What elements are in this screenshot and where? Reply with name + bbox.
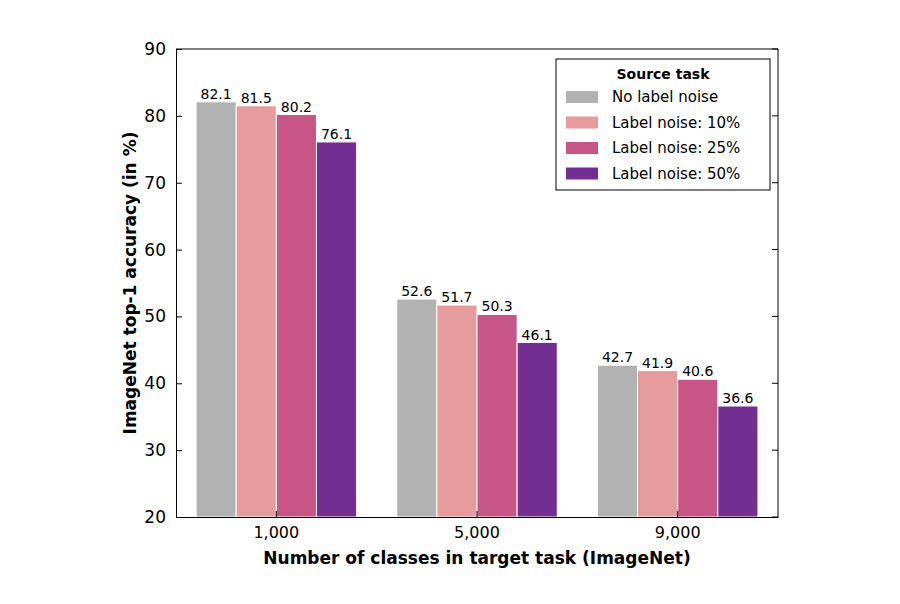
tick-label: 1,000 xyxy=(253,523,299,542)
tick-mark xyxy=(176,316,182,317)
y-axis-title: ImageNet top-1 accuracy (in %) xyxy=(120,132,140,435)
data-label: 76.1 xyxy=(321,126,352,142)
data-label: 50.3 xyxy=(481,298,512,314)
tick: 1,000 xyxy=(253,511,299,542)
legend-swatch xyxy=(566,117,598,129)
tick-mark xyxy=(677,511,678,517)
data-label: 40.6 xyxy=(682,363,713,379)
data-label: 36.6 xyxy=(722,390,753,406)
tick: 9,000 xyxy=(655,511,701,542)
bar xyxy=(638,371,678,517)
tick-mark xyxy=(772,383,778,384)
tick-mark xyxy=(176,49,182,50)
tick: 20 xyxy=(144,507,182,527)
bar xyxy=(678,379,718,517)
tick: 80 xyxy=(144,106,182,126)
tick-label: 30 xyxy=(144,440,166,460)
tick-label: 90 xyxy=(144,39,166,59)
axis-line xyxy=(177,517,779,518)
tick-mark xyxy=(477,511,478,517)
tick-mark xyxy=(772,49,778,50)
legend-swatch xyxy=(566,168,598,180)
tick-mark xyxy=(772,182,778,183)
bar xyxy=(276,115,316,517)
legend-box xyxy=(556,59,770,190)
chart: 82.1 52.6 42.7 81.5 51.7 41.9 80.2 50.3 40.6 76.1… xyxy=(0,0,900,604)
legend: Source task No label noise Label noise: 10… xyxy=(556,59,770,190)
legend-label: Label noise: 50% xyxy=(612,165,740,183)
data-label: 42.7 xyxy=(602,349,633,365)
bar xyxy=(597,365,637,517)
data-label: 51.7 xyxy=(441,289,472,305)
bar xyxy=(316,142,356,517)
tick-label: 50 xyxy=(144,306,166,326)
legend-swatch xyxy=(566,142,598,154)
tick-label: 60 xyxy=(144,240,166,260)
y-axis: 20 30 40 50 60 70 80 90 xyxy=(144,39,182,527)
x-axis: 1,000 5,000 9,000 xyxy=(177,511,779,542)
tick-mark xyxy=(176,250,182,251)
tick: 40 xyxy=(144,373,182,393)
tick-label: 40 xyxy=(144,373,166,393)
tick-mark xyxy=(772,115,778,116)
tick-label: 20 xyxy=(144,507,166,527)
tick: 5,000 xyxy=(454,511,500,542)
tick-label: 9,000 xyxy=(655,523,701,542)
bar xyxy=(517,343,557,517)
data-label: 82.1 xyxy=(201,86,232,102)
bar xyxy=(718,406,758,517)
legend-label: Label noise: 10% xyxy=(612,114,740,132)
bar xyxy=(397,299,437,517)
data-label: 81.5 xyxy=(241,90,272,106)
tick: 70 xyxy=(144,173,182,193)
x-axis-title: Number of classes in target task (ImageN… xyxy=(263,548,690,568)
data-label: 52.6 xyxy=(401,283,432,299)
data-label: 41.9 xyxy=(642,355,673,371)
data-label: 80.2 xyxy=(281,99,312,115)
tick-mark xyxy=(772,249,778,250)
tick: 60 xyxy=(144,240,182,260)
frame xyxy=(176,49,778,50)
legend-title: Source task xyxy=(616,66,710,82)
tick-label: 70 xyxy=(144,173,166,193)
tick-mark xyxy=(176,116,182,117)
tick-label: 5,000 xyxy=(454,523,500,542)
tick-mark xyxy=(176,383,182,384)
bar xyxy=(477,314,517,517)
frame xyxy=(778,49,779,517)
tick-mark xyxy=(772,450,778,451)
tick: 50 xyxy=(144,306,182,326)
data-label: 46.1 xyxy=(522,327,553,343)
legend-label: No label noise xyxy=(612,88,718,106)
legend-label: Label noise: 25% xyxy=(612,139,740,157)
tick: 30 xyxy=(144,440,182,460)
axis-line xyxy=(176,50,177,518)
tick: 90 xyxy=(144,39,182,59)
tick-mark xyxy=(276,511,277,517)
tick-mark xyxy=(176,183,182,184)
tick-mark xyxy=(176,450,182,451)
tick-mark xyxy=(772,316,778,317)
bars xyxy=(196,102,758,517)
bar xyxy=(437,305,477,517)
plot: 82.1 52.6 42.7 81.5 51.7 41.9 80.2 50.3 40.6 76.1… xyxy=(144,39,778,542)
bar xyxy=(196,102,236,517)
legend-swatch xyxy=(566,91,598,103)
tick-label: 80 xyxy=(144,106,166,126)
bar xyxy=(236,106,276,517)
